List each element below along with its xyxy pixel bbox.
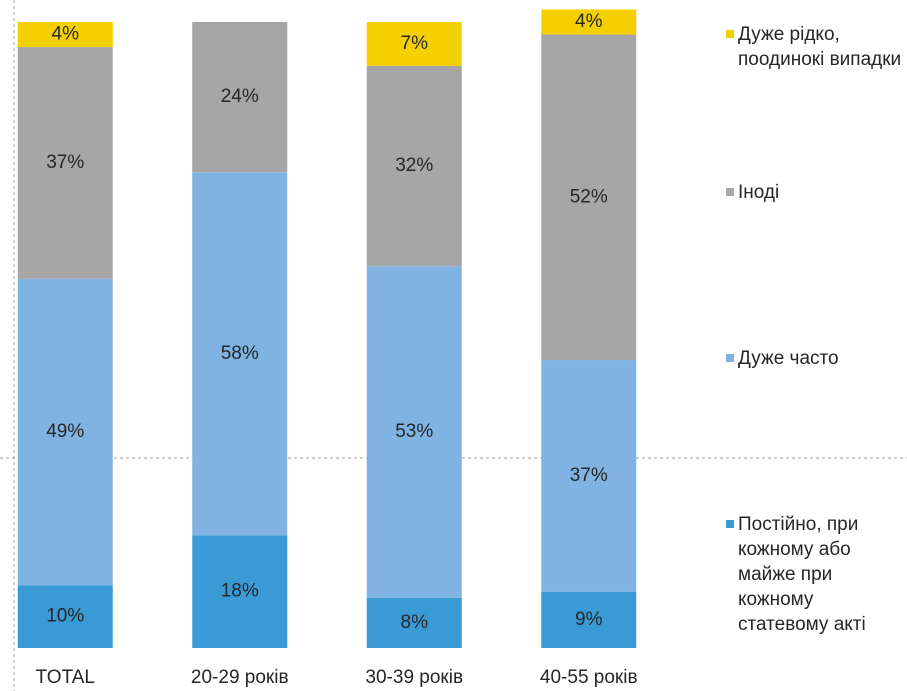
bar-segment	[17, 278, 113, 586]
legend-swatch	[726, 520, 734, 528]
bar-segment	[17, 22, 113, 48]
x-tick-label: 30-39 років	[365, 667, 463, 688]
data-label: 4%	[575, 11, 603, 32]
data-label: 37%	[570, 465, 608, 486]
data-label: 53%	[395, 421, 433, 442]
bar-segment	[192, 172, 288, 536]
legend-label: Дуже часто	[738, 348, 839, 369]
x-tick-label: 20-29 років	[191, 667, 289, 688]
bar-segment	[17, 47, 113, 279]
data-label: 9%	[575, 609, 603, 630]
bar-segment	[366, 22, 462, 66]
legend-swatch	[726, 354, 734, 362]
data-label: 10%	[46, 606, 84, 627]
bar-segment	[541, 591, 637, 648]
data-label: 24%	[221, 86, 259, 107]
legend-label: Постійно, при кожному або майже при кожн…	[738, 514, 866, 635]
bar-segment	[192, 535, 288, 648]
legend-item: Іноді	[726, 180, 904, 205]
bar-segment	[366, 597, 462, 648]
legend-item: Дуже рідко, поодинокі випадки	[726, 22, 904, 72]
bar-segment	[541, 34, 637, 361]
x-tick-label: 40-55 років	[540, 667, 638, 688]
data-label: 58%	[221, 343, 259, 364]
legend-item: Постійно, при кожному або майже при кожн…	[726, 512, 904, 637]
x-tick-label: TOTAL	[36, 667, 95, 688]
bar-segment	[541, 360, 637, 592]
data-label: 49%	[46, 421, 84, 442]
data-label: 37%	[46, 152, 84, 173]
legend-swatch	[726, 188, 734, 196]
bar-segment	[541, 9, 637, 35]
data-label: 4%	[52, 24, 80, 45]
data-label: 18%	[221, 581, 259, 602]
legend-label: Дуже рідко, поодинокі випадки	[738, 24, 902, 70]
data-label: 7%	[401, 33, 429, 54]
bar-segment	[366, 266, 462, 598]
data-label: 52%	[570, 186, 608, 207]
data-label: 8%	[401, 612, 429, 633]
legend-label: Іноді	[738, 182, 780, 203]
legend-item: Дуже часто	[726, 346, 904, 371]
bar-segment	[192, 22, 288, 173]
bar-segment	[366, 65, 462, 267]
data-label: 32%	[395, 155, 433, 176]
legend-swatch	[726, 30, 734, 38]
bar-segment	[17, 585, 113, 648]
